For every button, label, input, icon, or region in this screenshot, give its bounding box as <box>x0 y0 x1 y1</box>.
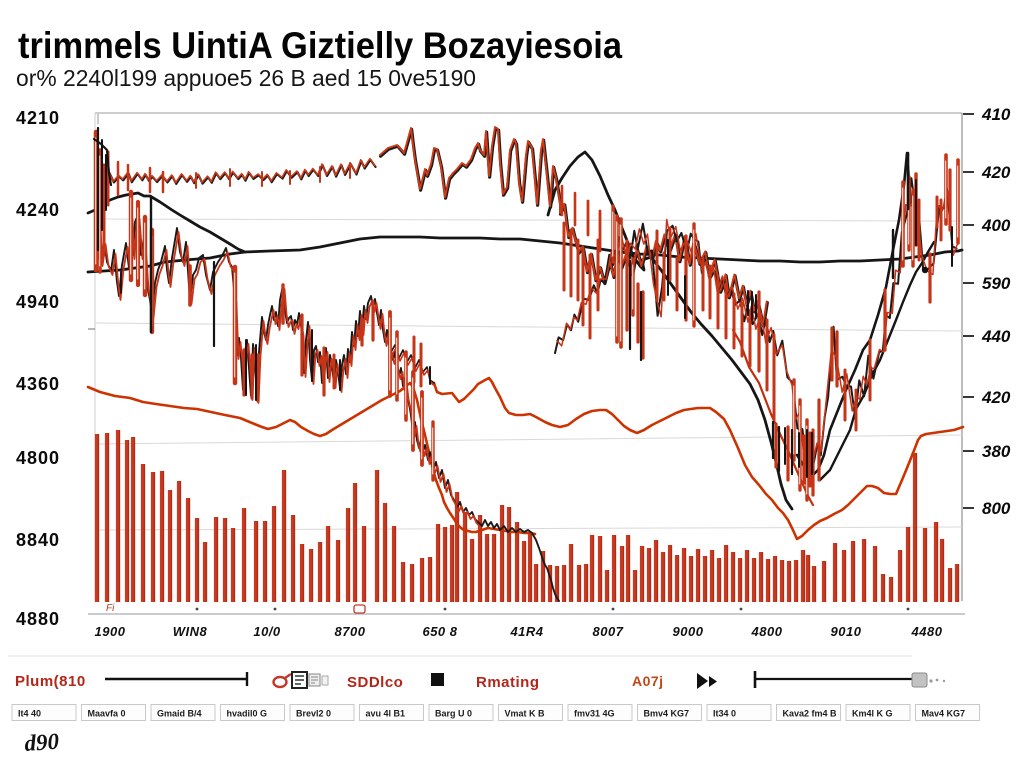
svg-text:or% 2240l199 appuoe5 26 B aed: or% 2240l199 appuoe5 26 B aed 15 0ve5190 <box>16 65 476 91</box>
svg-text:400: 400 <box>981 216 1011 235</box>
svg-text:4800: 4800 <box>751 624 783 639</box>
svg-text:Maavfa 0: Maavfa 0 <box>88 709 126 719</box>
svg-text:590: 590 <box>982 274 1011 293</box>
svg-text:Fi: Fi <box>106 603 115 614</box>
svg-text:avu 4l B1: avu 4l B1 <box>366 709 406 719</box>
svg-text:420: 420 <box>981 163 1011 182</box>
svg-text:8007: 8007 <box>593 624 624 639</box>
svg-text:Mav4 KG7: Mav4 KG7 <box>922 709 966 719</box>
svg-text:Rmating: Rmating <box>476 674 540 691</box>
svg-text:hvadil0 G: hvadil0 G <box>227 709 268 719</box>
svg-text:Brevl2 0: Brevl2 0 <box>296 709 331 719</box>
svg-text:10/0: 10/0 <box>253 624 281 639</box>
svg-text:440: 440 <box>981 327 1011 346</box>
svg-text:trimmels UintiA Giztielly Boza: trimmels UintiA Giztielly Bozayiesoia <box>18 25 622 66</box>
svg-text:fmv31 4G: fmv31 4G <box>574 709 615 719</box>
svg-text:It4 40: It4 40 <box>18 709 41 719</box>
svg-text:420: 420 <box>981 388 1011 407</box>
svg-text:Vmat K B: Vmat K B <box>505 709 546 719</box>
svg-text:Plum(810: Plum(810 <box>15 673 86 690</box>
svg-text:d90: d90 <box>24 729 61 756</box>
svg-text:Barg U 0: Barg U 0 <box>435 709 472 719</box>
svg-text:Gmaid B/4: Gmaid B/4 <box>157 709 202 719</box>
svg-text:Bmv4 KG7: Bmv4 KG7 <box>644 709 690 719</box>
svg-text:Kava2 fm4 B: Kava2 fm4 B <box>783 709 838 719</box>
svg-text:410: 410 <box>981 105 1011 124</box>
svg-text:4210: 4210 <box>16 108 60 128</box>
svg-text:4480: 4480 <box>911 624 943 639</box>
svg-text:8700: 8700 <box>335 624 366 639</box>
svg-text:WIN8: WIN8 <box>173 624 208 639</box>
svg-text:SDDlco: SDDlco <box>347 674 403 691</box>
svg-text:9010: 9010 <box>831 624 862 639</box>
svg-text:650 8: 650 8 <box>422 624 457 639</box>
svg-text:380: 380 <box>982 442 1011 461</box>
svg-text:4360: 4360 <box>16 374 60 394</box>
svg-text:41R4: 41R4 <box>509 624 543 639</box>
svg-text:It34 0: It34 0 <box>713 709 736 719</box>
svg-text:A07j: A07j <box>632 673 664 689</box>
svg-text:Km4l K G: Km4l K G <box>852 709 893 719</box>
svg-text:4240: 4240 <box>16 200 60 220</box>
svg-text:8840: 8840 <box>16 530 60 550</box>
svg-text:4940: 4940 <box>16 292 60 312</box>
svg-text:4880: 4880 <box>16 609 60 629</box>
svg-text:1900: 1900 <box>95 624 126 639</box>
svg-text:800: 800 <box>982 499 1011 518</box>
svg-text:4800: 4800 <box>16 448 60 468</box>
svg-text:9000: 9000 <box>673 624 704 639</box>
